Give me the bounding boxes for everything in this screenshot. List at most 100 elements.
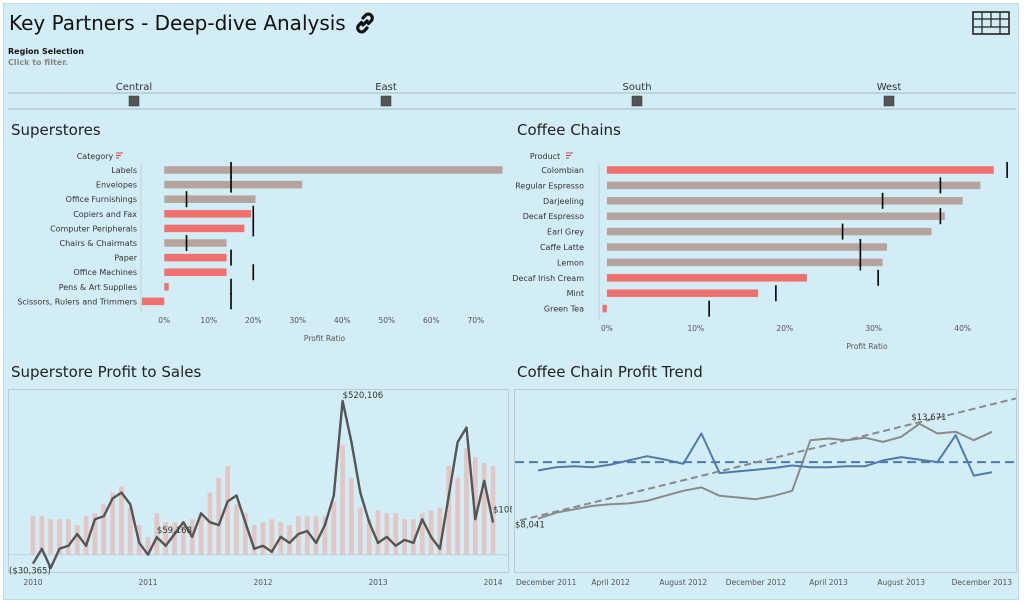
sales-bar[interactable] — [172, 522, 177, 555]
coffee-chains-chart: Product Colombian Regular Espresso Darjeeli… — [512, 152, 1008, 350]
bar[interactable] — [606, 166, 994, 174]
sales-bar[interactable] — [331, 501, 337, 555]
bar[interactable] — [606, 274, 807, 282]
sales-bar[interactable] — [393, 513, 399, 555]
sales-bar[interactable] — [340, 445, 346, 555]
sales-bar[interactable] — [234, 504, 239, 555]
bar[interactable] — [164, 180, 303, 189]
sales-bar[interactable] — [349, 477, 354, 555]
region-checkbox-east[interactable] — [380, 95, 392, 107]
bar[interactable] — [164, 195, 256, 203]
x-tick-label: April 2012 — [591, 578, 630, 587]
sales-bar[interactable] — [30, 516, 36, 555]
sort-icon[interactable] — [566, 152, 573, 159]
bar[interactable] — [164, 210, 252, 218]
sales-bar[interactable] — [83, 516, 89, 555]
profit-line-gray[interactable] — [537, 422, 993, 520]
category-label: Copiers and Fax — [73, 210, 137, 219]
bar[interactable] — [606, 197, 963, 205]
sales-bar[interactable] — [101, 504, 107, 555]
sales-bar[interactable] — [251, 525, 257, 555]
coffee-trend-chart: $8,041 $13,671 December 2011 April 2012 Augu… — [514, 389, 1017, 587]
profit-to-sales-chart: ($30,365) $59,168 $520,106 $108,759 2010 2011… — [8, 389, 512, 587]
sales-bar[interactable] — [207, 492, 213, 555]
sales-bar[interactable] — [322, 516, 328, 555]
bar[interactable] — [602, 304, 607, 313]
sales-bar[interactable] — [410, 519, 416, 555]
profit-line[interactable] — [31, 399, 495, 570]
sales-bar[interactable] — [437, 507, 443, 555]
sales-bar[interactable] — [313, 516, 319, 555]
bar[interactable] — [606, 258, 883, 267]
page-title-text: Key Partners - Deep-dive Analysis — [9, 11, 346, 35]
x-tick-label: August 2012 — [659, 578, 707, 587]
sales-bar[interactable] — [92, 513, 98, 555]
bar[interactable] — [606, 289, 759, 297]
region-checkbox-south[interactable] — [631, 95, 643, 107]
bar[interactable] — [606, 243, 888, 251]
bar[interactable] — [164, 268, 227, 276]
region-selection-hint: Click to filter. — [8, 58, 69, 67]
bar[interactable] — [164, 283, 169, 291]
sales-bar[interactable] — [472, 457, 478, 555]
sales-bar[interactable] — [481, 463, 487, 555]
sales-bar[interactable] — [242, 513, 248, 555]
bar[interactable] — [606, 181, 981, 190]
sales-bar[interactable] — [119, 486, 124, 555]
bar[interactable] — [606, 227, 932, 236]
sales-bar[interactable] — [366, 519, 372, 555]
sales-bar[interactable] — [180, 522, 186, 555]
sales-bar[interactable] — [198, 513, 204, 555]
sales-bar[interactable] — [225, 465, 231, 555]
sales-bar[interactable] — [163, 522, 169, 555]
x-tick-label: December 2012 — [726, 578, 787, 587]
sales-bar[interactable] — [57, 519, 62, 555]
sales-bar[interactable] — [375, 510, 381, 555]
sort-icon[interactable] — [116, 152, 123, 159]
sales-bar[interactable] — [384, 513, 390, 555]
bar[interactable] — [164, 224, 245, 233]
x-tick-label: 20% — [776, 324, 793, 333]
sales-bar[interactable] — [287, 525, 292, 555]
sales-bar[interactable] — [74, 525, 80, 555]
sales-bar[interactable] — [154, 513, 160, 555]
sales-bar[interactable] — [357, 507, 363, 555]
bar[interactable] — [164, 166, 503, 174]
sales-bar[interactable] — [39, 516, 45, 555]
sales-bar[interactable] — [446, 465, 452, 555]
sales-bar[interactable] — [127, 507, 133, 555]
category-header: Category — [77, 152, 114, 161]
data-label: $59,168 — [157, 526, 192, 536]
region-checkbox-central[interactable] — [128, 95, 140, 107]
sales-bar[interactable] — [269, 519, 275, 555]
sales-bar[interactable] — [65, 519, 71, 555]
sales-bar[interactable] — [402, 519, 407, 555]
bar[interactable] — [164, 239, 227, 247]
x-tick-label: 0% — [158, 316, 170, 325]
profit-line-blue[interactable] — [537, 432, 993, 477]
bar[interactable] — [142, 297, 165, 306]
category-label: Envelopes — [96, 181, 137, 190]
sales-bar[interactable] — [145, 536, 151, 555]
sales-bar[interactable] — [490, 465, 496, 555]
bar[interactable] — [606, 212, 945, 220]
sales-bar[interactable] — [428, 510, 434, 555]
x-tick-label: 40% — [954, 324, 971, 333]
region-checkbox-west[interactable] — [883, 95, 895, 107]
sales-bar[interactable] — [455, 477, 461, 555]
sales-bar[interactable] — [260, 522, 266, 555]
x-axis-title: Profit Ratio — [846, 342, 888, 350]
bar[interactable] — [164, 253, 227, 262]
category-label: Mint — [567, 289, 584, 298]
sales-bar[interactable] — [48, 519, 54, 555]
sales-bar[interactable] — [464, 448, 469, 555]
chart-frame — [514, 389, 1017, 573]
sales-bar[interactable] — [110, 492, 116, 555]
link-icon[interactable] — [352, 10, 378, 36]
sales-bar[interactable] — [304, 516, 310, 555]
category-label: Office Machines — [73, 268, 137, 277]
tableau-logo-icon[interactable] — [972, 11, 1010, 35]
dashboard — [3, 3, 1019, 600]
sales-bar[interactable] — [216, 477, 222, 555]
sales-bar[interactable] — [419, 513, 425, 555]
